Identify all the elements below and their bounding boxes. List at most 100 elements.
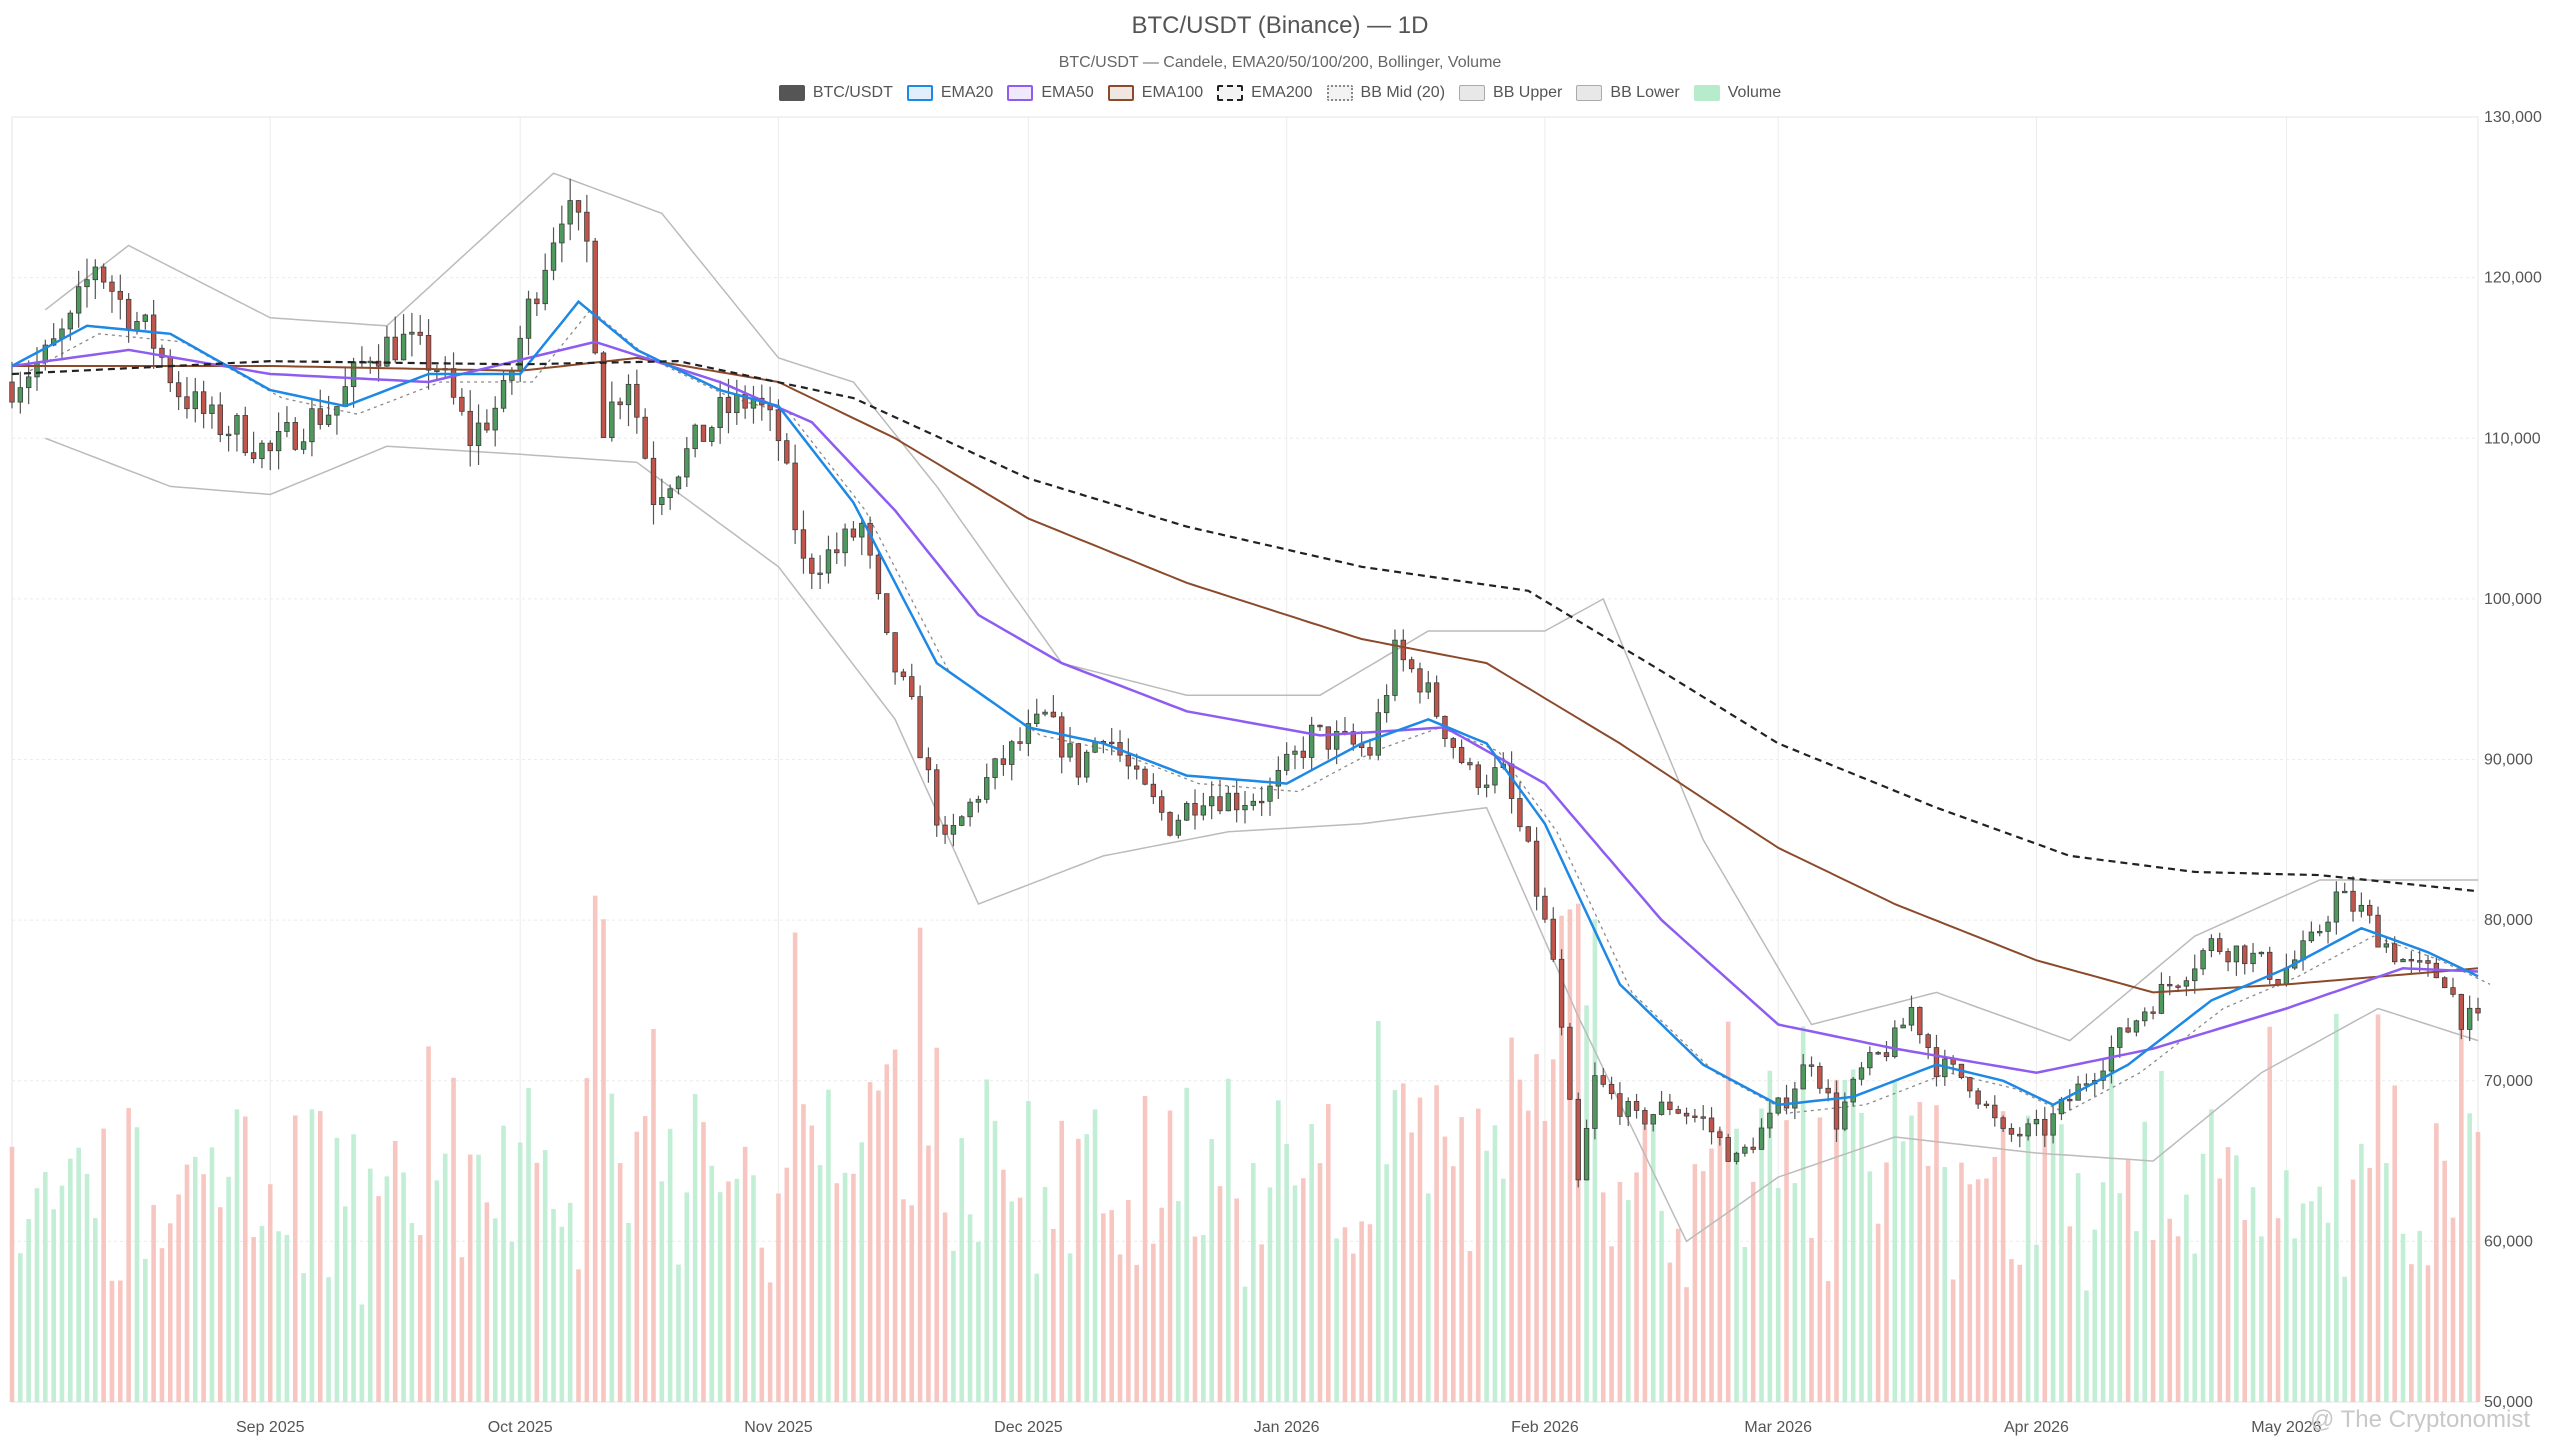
volume-bar	[459, 1257, 465, 1402]
volume-bar	[2284, 1170, 2289, 1402]
legend-label: BB Upper	[1493, 84, 1563, 101]
legend-item[interactable]: BTC/USDT	[778, 84, 893, 102]
candle	[2300, 930, 2306, 971]
candle-body	[592, 240, 598, 354]
volume-bar	[734, 1178, 740, 1402]
candle-body	[567, 200, 573, 225]
legend-item[interactable]: EMA20	[906, 84, 993, 102]
x-tick-label: Nov 2025	[744, 1419, 813, 1436]
volume-bar	[2309, 1201, 2314, 1402]
volume-bar	[601, 919, 606, 1402]
volume-bar	[1792, 1183, 1798, 1402]
volume-bar	[126, 1108, 131, 1402]
volume-bar	[284, 1234, 290, 1402]
candle	[1775, 1096, 1781, 1116]
volume-bar	[1584, 1005, 1589, 1402]
candle	[309, 398, 315, 457]
candle	[1183, 801, 1190, 822]
legend-item[interactable]: BB Upper	[1459, 84, 1562, 102]
candle-body	[2192, 968, 2198, 982]
legend-item[interactable]: EMA200	[1217, 84, 1313, 102]
volume-bar	[2142, 1121, 2148, 1402]
x-tick-label: Dec 2025	[994, 1419, 1063, 1436]
x-tick-label: Sep 2025	[236, 1419, 305, 1436]
volume-bar	[417, 1235, 423, 1402]
candle	[1683, 1107, 1690, 1125]
volume-bar	[1101, 1213, 1106, 1402]
legend-item[interactable]: BB Lower	[1576, 84, 1680, 102]
candle-body	[1134, 765, 1140, 770]
candle	[1250, 793, 1257, 811]
volume-bar	[167, 1223, 173, 1402]
candle	[1933, 1034, 1940, 1087]
candle-body	[1583, 1128, 1590, 1181]
candle-body	[1492, 767, 1498, 786]
volume-bar	[143, 1258, 148, 1402]
candle-body	[259, 442, 265, 460]
volume-bar	[1800, 1026, 1806, 1402]
volume-bar	[1334, 1238, 1339, 1402]
volume-bar	[334, 1137, 340, 1402]
volume-bar	[1376, 1020, 1381, 1402]
candle	[1575, 1092, 1581, 1188]
candle-body	[642, 416, 648, 459]
legend-item[interactable]: BB Mid (20)	[1326, 84, 1445, 102]
legend-item[interactable]: Volume	[1693, 84, 1781, 102]
volume-bar	[2009, 1259, 2014, 1402]
candle	[1725, 1133, 1731, 1162]
y-tick-label: 130,000	[2484, 109, 2542, 126]
volume-bar	[2267, 1026, 2273, 1402]
candle-body	[934, 769, 940, 826]
candle-body	[800, 529, 807, 559]
candle	[1817, 1062, 1823, 1094]
legend-item[interactable]: EMA50	[1007, 84, 1094, 102]
candle-body	[1600, 1075, 1606, 1085]
candle	[1692, 1108, 1698, 1123]
candle-body	[617, 401, 623, 406]
candle-body	[159, 347, 165, 358]
candle	[1283, 742, 1290, 776]
volume-bar	[1167, 1110, 1173, 1402]
volume-bar	[1242, 1286, 1248, 1402]
candle-body	[1650, 1114, 1656, 1125]
candle	[1117, 730, 1123, 762]
watermark: @ The Cryptonomist	[2310, 1406, 2530, 1433]
candle-body	[67, 312, 74, 330]
candle-body	[700, 424, 707, 442]
candle	[1300, 736, 1307, 769]
candle	[425, 319, 432, 390]
candle-body	[2367, 904, 2373, 916]
volume-bar	[2392, 1085, 2397, 1402]
legend-item[interactable]: EMA100	[1107, 84, 1203, 102]
candle	[2067, 1089, 2073, 1111]
candle-body	[2275, 979, 2281, 985]
volume-bar	[201, 1174, 206, 1402]
candle-body	[825, 549, 832, 574]
candle	[1075, 743, 1082, 786]
candle-body	[1067, 743, 1073, 758]
volume-bar	[2467, 1113, 2472, 1402]
candle	[1217, 779, 1223, 815]
candle	[367, 356, 373, 374]
candle	[2458, 993, 2465, 1040]
candle	[2308, 921, 2315, 943]
candle	[1492, 754, 1498, 794]
candle	[784, 433, 790, 465]
y-tick-label: 50,000	[2484, 1394, 2533, 1411]
candle-body	[1917, 1006, 1923, 1036]
candle-body	[1150, 783, 1157, 798]
volume-bar	[1284, 1143, 1289, 1402]
volume-bar	[1217, 1186, 1223, 1402]
candle-body	[267, 442, 273, 452]
candle	[2042, 1106, 2048, 1147]
candle	[1558, 949, 1565, 1036]
candle	[17, 371, 24, 414]
candle-body	[1375, 712, 1381, 756]
candle	[1583, 1119, 1590, 1181]
candle-body	[2000, 1117, 2006, 1129]
volume-bar	[217, 1207, 223, 1402]
volume-bar	[2184, 1194, 2189, 1402]
volume-bar	[659, 1181, 665, 1402]
volume-bar	[2175, 1236, 2181, 1402]
volume-bar	[2000, 1111, 2006, 1402]
